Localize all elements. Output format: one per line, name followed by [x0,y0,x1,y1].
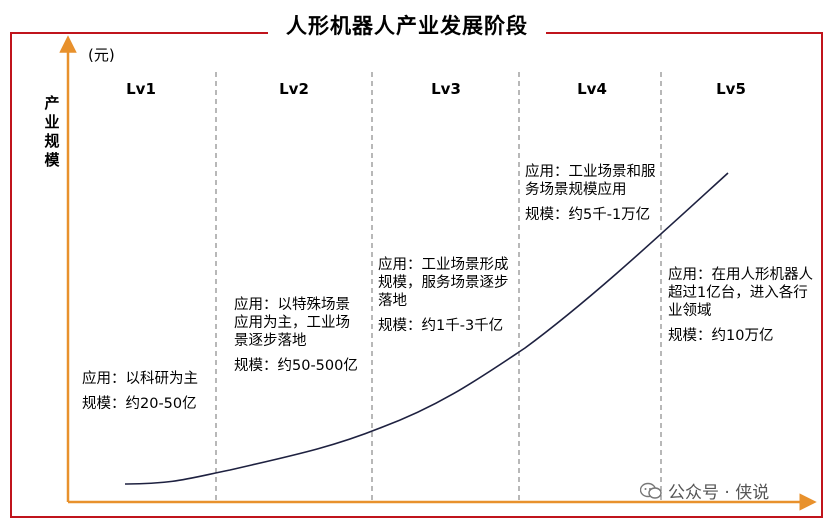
level-label-5: Lv5 [716,80,746,98]
y-axis-label: 产业规模 [44,94,60,169]
wechat-icon [640,482,662,499]
stage-4-application: 应用：工业场景和服务场景规模应用 [525,164,656,198]
watermark: 公众号 · 侠说 [640,478,769,503]
stage-box-1: 应用：以科研为主 规模：约20-50亿 [82,370,212,413]
stage-box-5: 应用：在用人形机器人超过1亿台，进入各行业领域 规模：约10万亿 [668,266,816,345]
level-label-3: Lv3 [431,80,461,98]
stage-2-application: 应用：以特殊场景应用为主，工业场景逐步落地 [234,297,350,349]
stage-5-scale: 规模：约10万亿 [668,328,774,344]
diagram-title: 人形机器人产业发展阶段 [268,8,546,48]
level-label-2: Lv2 [279,80,309,98]
unit-label: (元) [88,46,115,64]
stage-3-scale: 规模：约1千-3千亿 [378,318,504,334]
stage-1-application: 应用：以科研为主 [82,371,198,387]
growth-curve [124,172,729,485]
stage-5-application: 应用：在用人形机器人超过1亿台，进入各行业领域 [668,267,813,319]
stage-box-4: 应用：工业场景和服务场景规模应用 规模：约5千-1万亿 [525,163,657,224]
watermark-text: 公众号 · 侠说 [668,483,770,503]
stage-box-2: 应用：以特殊场景应用为主，工业场景逐步落地 规模：约50-500亿 [234,296,364,375]
stage-3-application: 应用：工业场景形成规模，服务场景逐步落地 [378,257,509,309]
stage-2-scale: 规模：约50-500亿 [234,358,358,374]
stage-box-3: 应用：工业场景形成规模，服务场景逐步落地 规模：约1千-3千亿 [378,256,510,335]
level-label-4: Lv4 [577,80,607,98]
stage-1-scale: 规模：约20-50亿 [82,396,197,412]
stage-4-scale: 规模：约5千-1万亿 [525,207,651,223]
level-label-1: Lv1 [126,80,156,98]
